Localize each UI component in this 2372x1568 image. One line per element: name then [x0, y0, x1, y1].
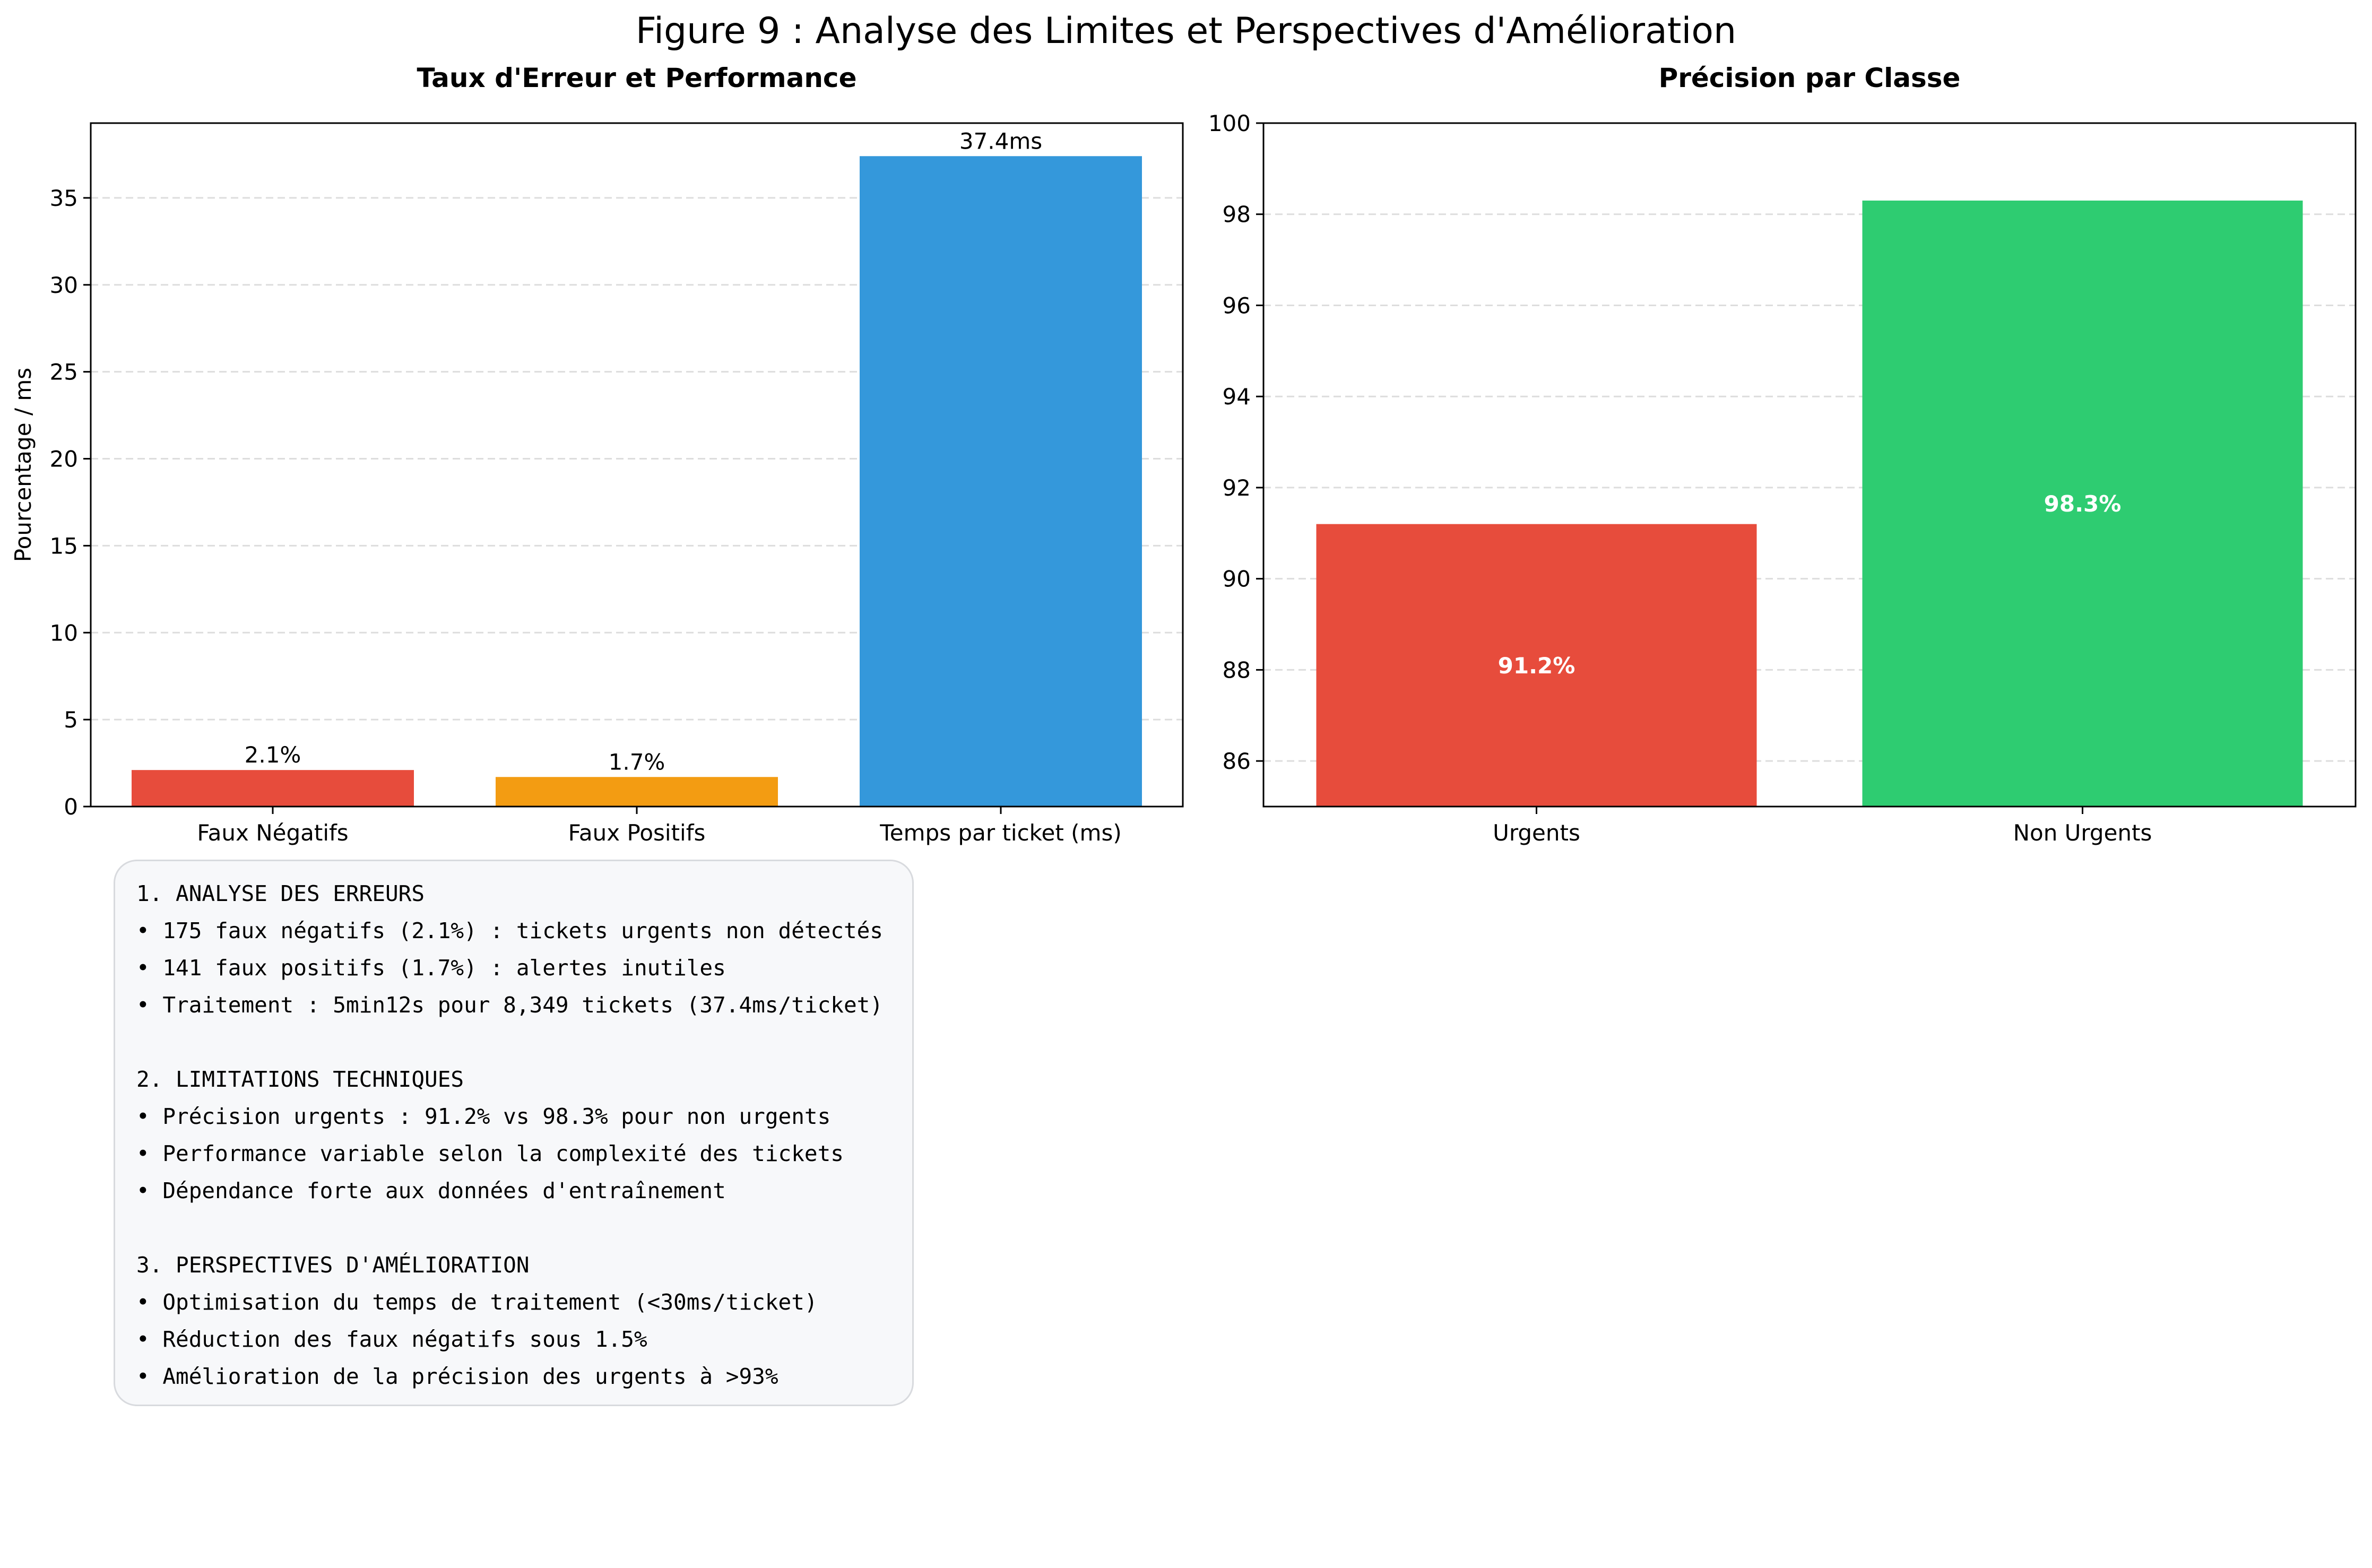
note-line: • Performance variable selon la complexi… — [136, 1141, 844, 1166]
chart-error-rates: 0 5 10 15 20 25 30 35 Faux Négatifs Faux Positifs… — [10, 63, 1184, 846]
bar-faux-n-gatifs — [132, 770, 414, 807]
data-label: 37.4ms — [959, 128, 1042, 154]
y-tick-label: 0 — [64, 794, 78, 820]
bar-non-urgents — [1862, 200, 2303, 807]
x-tick-label: Faux Positifs — [568, 820, 706, 846]
chart-title: Précision par Classe — [1659, 63, 1961, 93]
note-line: • Amélioration de la précision des urgen… — [136, 1364, 778, 1389]
note-line: • 175 faux négatifs (2.1%) : tickets urg… — [136, 918, 883, 943]
y-tick-label: 92 — [1223, 475, 1251, 501]
y-tick-label: 86 — [1223, 748, 1251, 774]
y-tick-label: 96 — [1223, 292, 1251, 318]
data-label: 1.7% — [609, 749, 665, 775]
axes-frame — [1262, 122, 2357, 808]
note-line: 2. LIMITATIONS TECHNIQUES — [136, 1067, 464, 1092]
y-tick-label: 25 — [50, 359, 78, 385]
bar-faux-positifs — [496, 777, 778, 807]
note-spacer — [136, 1024, 912, 1061]
note-line: 3. PERSPECTIVES D'AMÉLIORATION — [136, 1252, 530, 1278]
note-spacer — [136, 1209, 912, 1246]
note-line: • Traitement : 5min12s pour 8,349 ticket… — [136, 992, 883, 1018]
y-tick-label: 30 — [50, 272, 78, 298]
y-tick-label: 35 — [50, 185, 78, 211]
note-line: • Optimisation du temps de traitement (<… — [136, 1289, 818, 1315]
data-label: 91.2% — [1498, 653, 1575, 679]
figure-title: Figure 9 : Analyse des Limites et Perspe… — [635, 10, 1737, 52]
note-line: 1. ANALYSE DES ERREURS — [136, 881, 425, 906]
y-tick-label: 15 — [50, 533, 78, 559]
chart-title: Taux d'Erreur et Performance — [417, 63, 857, 93]
data-label: 2.1% — [245, 742, 301, 768]
data-label: 98.3% — [2044, 491, 2122, 517]
y-tick-label: 5 — [64, 707, 78, 733]
x-tick-label: Non Urgents — [2013, 820, 2152, 846]
y-tick-label: 10 — [50, 620, 78, 646]
y-tick-label: 88 — [1223, 657, 1251, 683]
y-tick-label: 20 — [50, 446, 78, 472]
y-tick-label: 98 — [1223, 202, 1251, 228]
bar-urgents — [1316, 524, 1757, 807]
x-tick-label: Temps par ticket (ms) — [879, 820, 1121, 846]
x-tick-label: Faux Négatifs — [197, 820, 348, 846]
note-line: • Dépendance forte aux données d'entraîn… — [136, 1178, 726, 1203]
chart-precision-by-class: 86 88 90 92 94 96 98 100 Urgents Non Urgents 91.2%… — [1208, 63, 2357, 846]
y-tick-label: 100 — [1208, 110, 1251, 136]
note-line: • Précision urgents : 91.2% vs 98.3% pou… — [136, 1104, 831, 1129]
x-tick-label: Urgents — [1493, 820, 1580, 846]
note-line: • 141 faux positifs (1.7%) : alertes inu… — [136, 955, 726, 981]
analysis-notes-box: 1. ANALYSE DES ERREURS • 175 faux négatif… — [114, 860, 914, 1406]
note-line: • Réduction des faux négatifs sous 1.5% — [136, 1327, 647, 1352]
bar-temps-par-ticket-ms- — [860, 156, 1142, 807]
y-axis-label: Pourcentage / ms — [10, 368, 36, 562]
y-tick-label: 90 — [1223, 566, 1251, 592]
y-tick-label: 94 — [1223, 384, 1251, 410]
